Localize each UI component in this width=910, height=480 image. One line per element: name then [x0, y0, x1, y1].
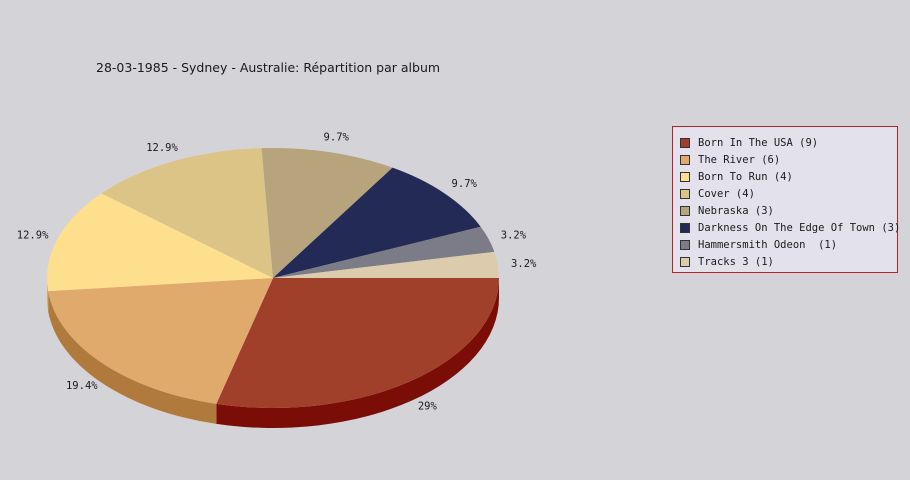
pie-slice-2: [47, 193, 273, 292]
pie-percent-label-5: 9.7%: [452, 178, 478, 190]
pie-percent-label-2: 12.9%: [17, 229, 49, 241]
legend-label: Born To Run (4): [698, 170, 793, 183]
legend-swatch: [680, 239, 690, 250]
pie-slice-5: [273, 167, 481, 278]
pie-slice-6: [273, 226, 495, 278]
legend-swatch: [680, 222, 690, 233]
legend-item-3: Cover (4): [680, 185, 897, 202]
pie-slice-4: [261, 148, 393, 278]
legend-item-6: Hammersmith Odeon (1): [680, 236, 897, 253]
pie-percent-label-6: 3.2%: [501, 229, 527, 241]
legend-item-1: The River (6): [680, 151, 897, 168]
pie-side-1: [48, 291, 217, 424]
legend-label: Nebraska (3): [698, 204, 774, 217]
pie-percent-label-4: 9.7%: [324, 132, 350, 144]
legend-item-0: Born In The USA (9): [680, 134, 897, 151]
legend-item-4: Nebraska (3): [680, 202, 897, 219]
pie-slice-7: [273, 251, 499, 278]
legend-item-2: Born To Run (4): [680, 168, 897, 185]
legend-swatch: [680, 154, 690, 165]
legend-swatch: [680, 188, 690, 199]
legend-label: Hammersmith Odeon (1): [698, 238, 838, 251]
legend-label: Darkness On The Edge Of Town (3): [698, 221, 901, 234]
pie-side-2: [47, 278, 49, 312]
legend-label: Tracks 3 (1): [698, 255, 774, 268]
pie-percent-label-3: 12.9%: [146, 142, 178, 154]
legend-item-7: Tracks 3 (1): [680, 253, 897, 270]
legend-label: Cover (4): [698, 187, 755, 200]
legend-swatch: [680, 171, 690, 182]
legend-swatch: [680, 137, 690, 148]
pie-slice-3: [101, 148, 273, 278]
pie-percent-label-1: 19.4%: [66, 380, 98, 392]
legend-swatch: [680, 256, 690, 267]
pie-slice-0: [216, 278, 499, 409]
pie-side-0: [216, 278, 499, 429]
chart-legend: Born In The USA (9) The River (6) Born To …: [672, 126, 901, 273]
legend-item-5: Darkness On The Edge Of Town (3): [680, 219, 901, 236]
legend-label: The River (6): [698, 153, 781, 166]
pie-percent-label-0: 29%: [418, 401, 438, 413]
pie-percent-label-7: 3.2%: [511, 258, 537, 270]
pie-slice-1: [48, 278, 274, 404]
chart-title: 28-03-1985 - Sydney - Australie: Réparti…: [96, 60, 441, 75]
legend-swatch: [680, 205, 690, 216]
legend-label: Born In The USA (9): [698, 136, 819, 149]
